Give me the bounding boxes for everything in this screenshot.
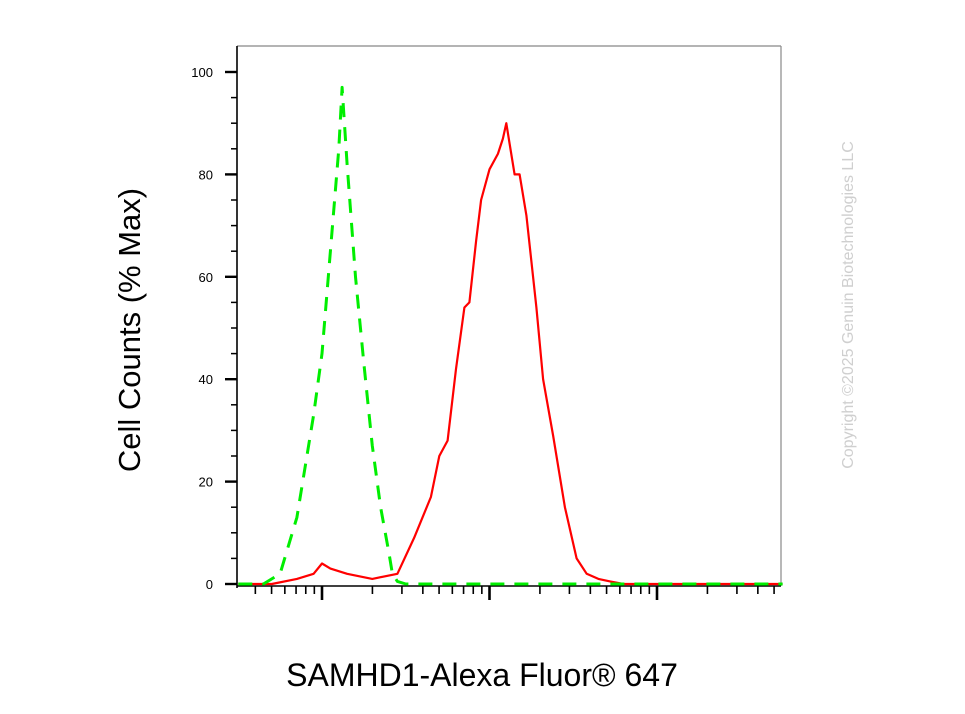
- plot-frame: [236, 45, 782, 588]
- y-tick-label: 80: [199, 167, 213, 182]
- x-axis-title: SAMHD1-Alexa Fluor® 647: [286, 657, 678, 693]
- x-axis: [254, 586, 775, 600]
- series-group: [238, 85, 783, 586]
- y-tick-label: 20: [199, 475, 213, 490]
- y-tick-label: 0: [206, 577, 213, 592]
- y-axis-title: Cell Counts (% Max): [112, 188, 147, 472]
- y-tick-label: 100: [191, 65, 213, 80]
- y-axis: 0 20 40 60 80 100: [191, 65, 237, 592]
- isotype-control-curve: [238, 85, 783, 586]
- copyright-watermark: Copyright ©2025 Genuin Biotechnologies L…: [840, 141, 857, 469]
- y-tick-label: 40: [199, 372, 213, 387]
- y-tick-label: 60: [199, 270, 213, 285]
- sample-curve: [238, 122, 783, 586]
